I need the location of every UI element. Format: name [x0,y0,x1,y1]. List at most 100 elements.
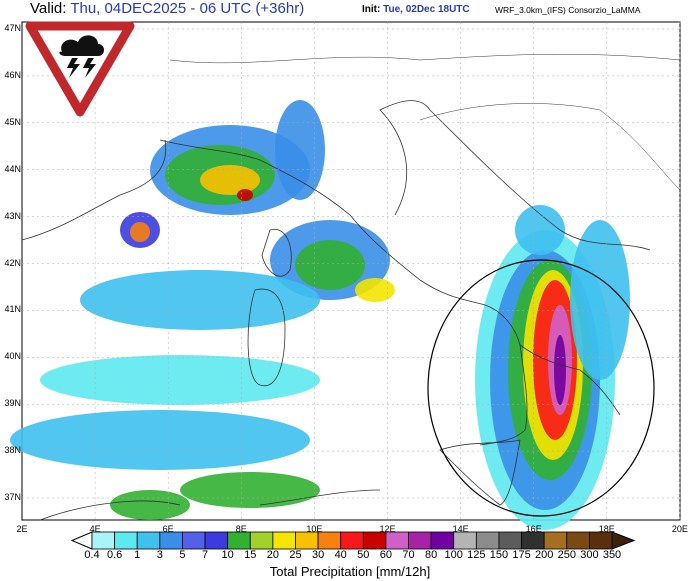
colorbar-swatch [204,531,229,550]
precip-area [515,205,565,255]
colorbar-swatch [408,531,432,550]
colorbar-label: 70 [402,549,415,561]
colorbar-label: 100 [444,549,463,561]
colorbar-swatch [362,531,387,550]
colorbar-label: 0.6 [106,549,123,561]
colorbar-label: 200 [534,549,554,561]
lon-label: 4E [89,524,101,534]
colorbar-swatch [475,531,500,550]
sicily [439,439,521,506]
colorbar-swatch [272,531,296,550]
colorbar-label: 0.4 [84,549,100,561]
colorbar-swatch [340,531,364,550]
colorbar-swatch [295,531,319,550]
valid-time: Valid: Thu, 04DEC2025 - 06 UTC (+36hr) [30,0,304,17]
highlight-circle [427,259,655,517]
precip-area [237,189,253,201]
colorbar-swatch [182,531,206,550]
colorbar-swatch [159,531,183,550]
precip-area [110,490,190,520]
colorbar-swatch [566,531,590,550]
colorbar-swatch [227,531,251,550]
colorbar-swatch [385,531,409,550]
colorbar-swatch [317,531,342,550]
colorbar-swatch [588,531,613,550]
colorbar-swatch [91,531,116,550]
colorbar-label: 25 [289,549,302,561]
colorbar-label: 15 [244,549,257,561]
lon-label: 2E [16,524,28,534]
colorbar-label: 60 [379,549,393,561]
coastlines [21,53,681,521]
precip-area [80,270,320,330]
lon-label: 6E [162,524,174,534]
lat-label: 41N [4,304,21,315]
lat-label: 37N [4,492,21,502]
lon-label: 16E [525,524,542,534]
colorbar-swatch [543,531,568,550]
lon-label: 10E [306,524,323,534]
colorbar-label: 300 [580,549,599,561]
thunderstorm-warning-icon [25,21,135,117]
init-value: Tue, 02Dec 18UTC [383,4,470,15]
borders [169,53,681,191]
colorbar-label: 3 [156,549,163,561]
precip-area [130,222,150,242]
lon-label: 8E [235,524,247,534]
corsica-sardinia [247,228,292,387]
colorbar-label: 1 [134,549,141,561]
precip-area [570,220,630,380]
init-label: Init: [362,4,381,15]
lat-label: 44N [4,163,21,174]
colorbar-title: Total Precipitation [mm/12h] [269,564,431,579]
lightning-icon [67,58,96,78]
colorbar-over-arrow [611,531,636,550]
valid-label: Valid: [30,0,67,17]
precip-area [295,240,365,290]
colorbar-label: 175 [512,549,531,561]
colorbar-swatch [453,531,477,550]
colorbar-swatch [430,531,455,550]
precip-area [200,165,260,195]
precip-area [275,100,325,200]
colorbar-label: 20 [266,549,279,561]
lat-label: 42N [4,257,21,268]
lat-label: 47N [4,23,21,33]
colorbar-label: 5 [179,549,186,561]
cloud-icon [59,35,104,56]
init-time: Init: Tue, 02Dec 18UTC [362,4,470,15]
colorbar-swatch [521,531,545,550]
colorbar-label: 40 [334,549,347,561]
lon-label: 12E [379,524,396,534]
colorbar-swatch [498,531,522,550]
italy-coast [159,100,651,446]
colorbar-swatch [136,531,161,550]
colorbar-label: 150 [489,549,509,561]
precip-area [10,410,310,470]
model-label: WRF_3.0km_(IFS) Consorzio_LaMMA [495,5,641,15]
colorbar-label: 250 [557,549,576,561]
lon-label: 14E [452,524,469,534]
lat-label: 40N [4,351,21,362]
lat-label: 45N [4,116,21,127]
lat-label: 38N [4,445,21,456]
colorbar-under-arrow [70,531,93,550]
precip-area [554,335,566,405]
colorbar-label: 50 [357,549,370,561]
colorbar-label: 7 [201,549,209,561]
colorbar-label: 30 [311,549,325,561]
coast-west-south [21,139,381,521]
colorbar-label: 350 [602,549,622,561]
lon-label: 20E [671,524,688,534]
precip-area [355,278,395,302]
lat-label: 46N [4,69,21,80]
colorbar-swatch [249,531,274,550]
lat-label: 43N [4,210,21,221]
precip-area [180,472,320,508]
colorbar-label: 10 [221,549,234,561]
lat-label: 39N [4,398,21,409]
valid-value: Thu, 04DEC2025 - 06 UTC (+36hr) [70,0,305,17]
colorbar-swatch [114,531,138,550]
